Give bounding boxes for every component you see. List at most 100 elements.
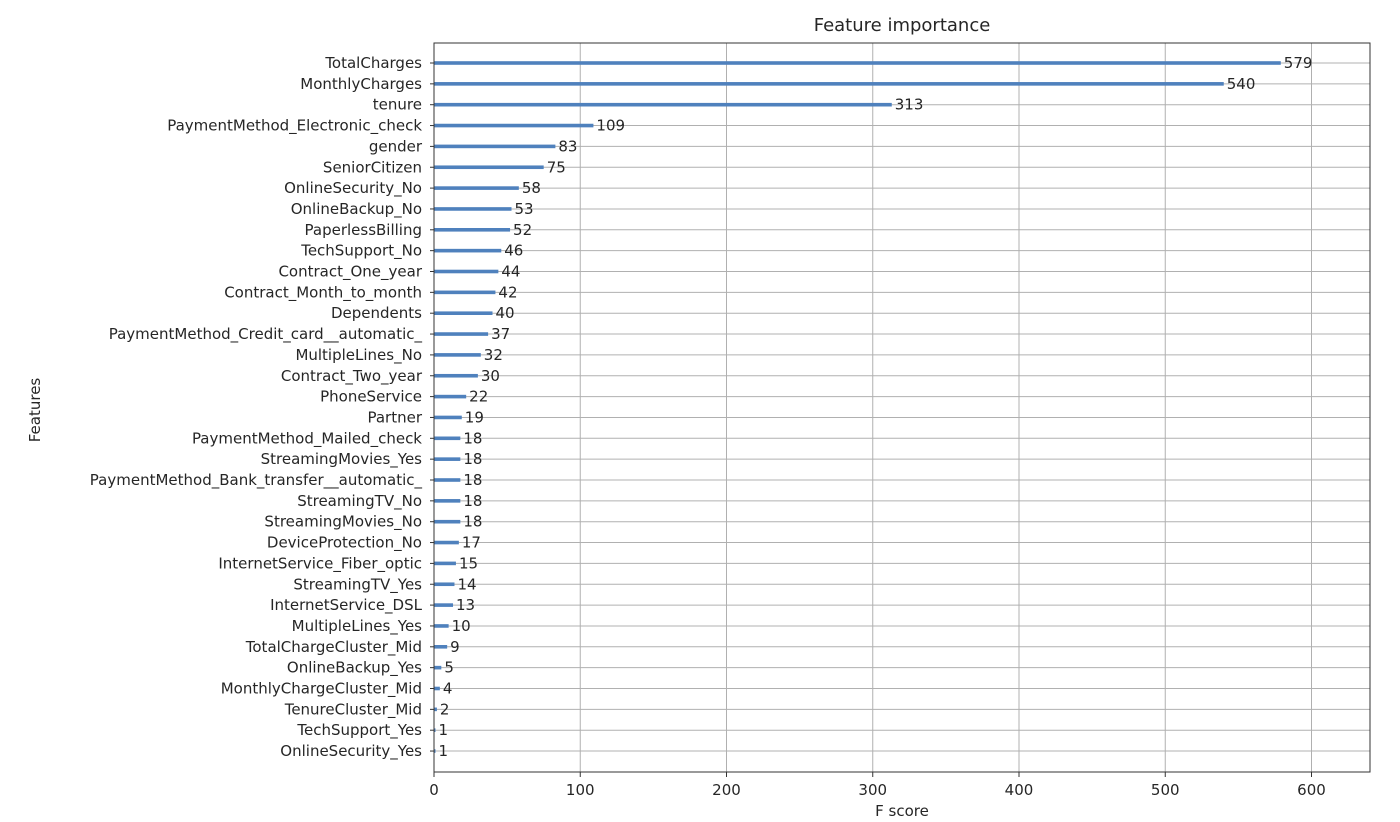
chart-title: Feature importance bbox=[814, 15, 991, 36]
y-tick-label: MultipleLines_No bbox=[295, 346, 422, 365]
bar bbox=[434, 499, 461, 503]
y-tick-label: SeniorCitizen bbox=[323, 158, 422, 176]
bar bbox=[434, 582, 455, 587]
bar bbox=[434, 436, 461, 441]
y-tick-label: DeviceProtection_No bbox=[267, 534, 422, 553]
bar-value-label: 4 bbox=[443, 680, 453, 698]
bar-value-label: 1 bbox=[438, 721, 448, 739]
y-tick-label: PaymentMethod_Bank_transfer__automatic_ bbox=[90, 471, 423, 490]
bar-value-label: 19 bbox=[465, 408, 484, 426]
bar bbox=[434, 290, 496, 295]
plot-area: 5795403131098375585352464442403732302219… bbox=[90, 42, 1371, 799]
y-tick-label: MonthlyCharges bbox=[300, 75, 422, 93]
y-tick-label: TenureCluster_Mid bbox=[284, 700, 422, 719]
bar bbox=[434, 269, 499, 274]
bar-value-label: 53 bbox=[515, 200, 534, 218]
bar bbox=[434, 394, 467, 399]
bar-value-label: 42 bbox=[498, 283, 517, 301]
y-tick-label: PaperlessBilling bbox=[305, 221, 423, 239]
y-tick-label: PhoneService bbox=[320, 388, 422, 406]
bar-value-label: 32 bbox=[484, 346, 503, 364]
bar-value-label: 37 bbox=[491, 325, 510, 343]
bar-value-label: 540 bbox=[1227, 75, 1256, 93]
bar-value-label: 46 bbox=[504, 242, 523, 260]
bar bbox=[434, 540, 459, 545]
y-tick-label: InternetService_Fiber_optic bbox=[218, 554, 422, 573]
y-tick-label: Contract_Month_to_month bbox=[224, 283, 422, 302]
y-tick-label: Dependents bbox=[331, 304, 422, 322]
bar-value-label: 18 bbox=[463, 450, 482, 468]
y-tick-label: StreamingTV_No bbox=[297, 492, 422, 511]
bar bbox=[434, 624, 449, 628]
bar-value-label: 18 bbox=[463, 492, 482, 510]
plot-frame bbox=[433, 42, 1371, 773]
y-tick-label: InternetService_DSL bbox=[270, 596, 423, 615]
bar-value-label: 5 bbox=[444, 659, 454, 677]
bar-value-label: 313 bbox=[895, 96, 924, 114]
bar bbox=[434, 311, 493, 315]
bar bbox=[434, 728, 436, 732]
y-tick-label: Partner bbox=[367, 408, 422, 426]
y-tick-label: StreamingMovies_Yes bbox=[261, 450, 423, 469]
bar-value-label: 18 bbox=[463, 471, 482, 489]
bar bbox=[434, 165, 544, 170]
bar bbox=[434, 561, 456, 566]
bar-value-label: 75 bbox=[547, 158, 566, 176]
bar bbox=[434, 749, 436, 753]
bar bbox=[434, 373, 478, 378]
y-tick-label: TechSupport_Yes bbox=[296, 721, 422, 740]
y-tick-label: StreamingTV_Yes bbox=[293, 575, 422, 594]
bar bbox=[434, 686, 440, 691]
y-tick-label: tenure bbox=[373, 96, 422, 114]
bar-value-label: 1 bbox=[438, 742, 448, 760]
bar-value-label: 22 bbox=[469, 388, 488, 406]
y-tick-label: MonthlyChargeCluster_Mid bbox=[221, 680, 422, 699]
bar bbox=[434, 415, 462, 420]
bar-value-label: 83 bbox=[558, 137, 577, 155]
bar-value-label: 9 bbox=[450, 638, 460, 656]
bar-value-label: 17 bbox=[462, 534, 481, 552]
bar bbox=[434, 519, 461, 524]
bar bbox=[434, 707, 437, 712]
bar-value-label: 109 bbox=[596, 117, 625, 135]
x-tick-label: 300 bbox=[858, 781, 887, 799]
y-tick-label: MultipleLines_Yes bbox=[292, 617, 423, 636]
y-tick-label: OnlineSecurity_Yes bbox=[280, 742, 422, 761]
x-tick-label: 0 bbox=[429, 781, 439, 799]
x-tick-label: 400 bbox=[1005, 781, 1034, 799]
y-tick-label: OnlineBackup_No bbox=[291, 200, 422, 219]
bar-value-label: 30 bbox=[481, 367, 500, 385]
y-tick-label: Contract_One_year bbox=[278, 263, 422, 282]
bar bbox=[434, 144, 556, 149]
bar bbox=[434, 603, 454, 607]
bar-value-label: 13 bbox=[456, 596, 475, 614]
x-tick-label: 500 bbox=[1151, 781, 1180, 799]
bar-value-label: 18 bbox=[463, 513, 482, 531]
y-tick-label: Contract_Two_year bbox=[281, 367, 423, 386]
y-tick-label: PaymentMethod_Credit_card__automatic_ bbox=[109, 325, 423, 344]
bar bbox=[434, 645, 448, 649]
bar-value-label: 18 bbox=[463, 429, 482, 447]
x-axis-title: F score bbox=[875, 802, 929, 818]
y-tick-label: StreamingMovies_No bbox=[264, 513, 422, 532]
bar bbox=[434, 248, 502, 253]
bar-value-label: 58 bbox=[522, 179, 541, 197]
bar bbox=[434, 82, 1224, 86]
bar bbox=[434, 207, 512, 211]
bar bbox=[434, 353, 481, 357]
bar bbox=[434, 332, 489, 336]
bar bbox=[434, 665, 442, 670]
bar-value-label: 40 bbox=[496, 304, 515, 322]
bar bbox=[434, 457, 461, 461]
x-tick-label: 100 bbox=[566, 781, 595, 799]
bar-value-label: 579 bbox=[1284, 54, 1313, 72]
bar bbox=[434, 61, 1281, 65]
bar bbox=[434, 102, 892, 107]
bar bbox=[434, 478, 461, 482]
y-tick-label: OnlineSecurity_No bbox=[284, 179, 422, 198]
y-tick-label: TechSupport_No bbox=[300, 242, 422, 261]
bar-value-label: 15 bbox=[459, 554, 478, 572]
bar-value-label: 44 bbox=[501, 263, 520, 281]
